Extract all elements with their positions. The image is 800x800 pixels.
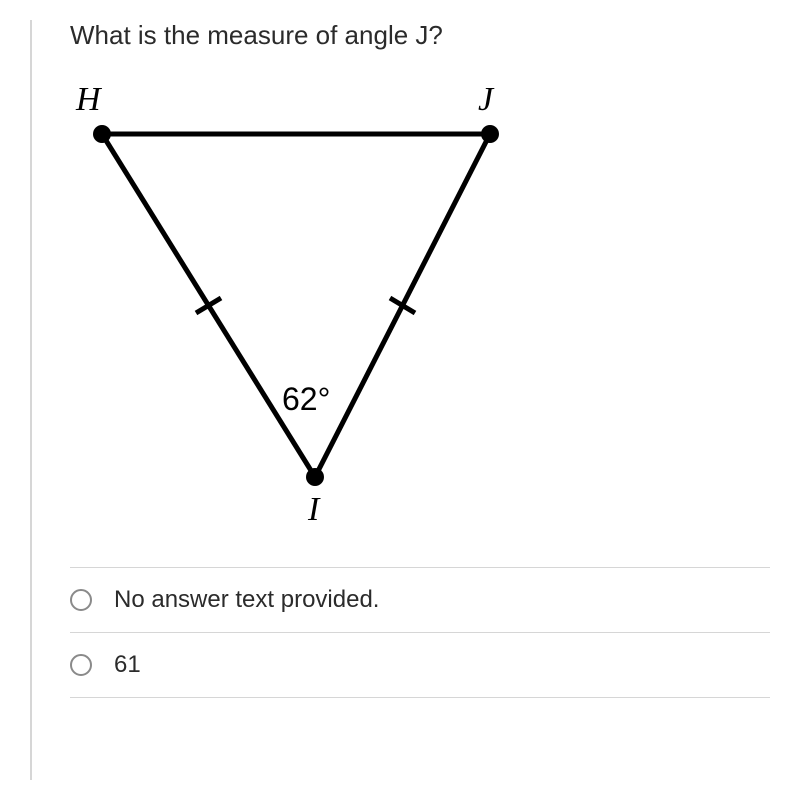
radio-icon bbox=[70, 654, 92, 676]
question-text: What is the measure of angle J? bbox=[70, 20, 770, 51]
vertex-I-dot bbox=[306, 468, 324, 486]
vertex-label-J: J bbox=[478, 81, 493, 119]
radio-icon bbox=[70, 589, 92, 611]
tick-HI bbox=[196, 298, 221, 313]
vertex-H-dot bbox=[93, 125, 111, 143]
answer-option-0[interactable]: No answer text provided. bbox=[70, 567, 770, 632]
answer-option-label: 61 bbox=[114, 651, 141, 679]
answer-option-1[interactable]: 61 bbox=[70, 632, 770, 698]
answer-option-label: No answer text provided. bbox=[114, 586, 379, 614]
vertex-label-I: I bbox=[308, 491, 319, 529]
triangle-diagram: H J I 62° bbox=[70, 79, 570, 549]
triangle-svg bbox=[70, 79, 570, 549]
vertex-label-H: H bbox=[76, 81, 101, 119]
angle-label-I: 62° bbox=[282, 381, 330, 418]
vertex-J-dot bbox=[481, 125, 499, 143]
content-container: What is the measure of angle J? H J I 62… bbox=[30, 20, 770, 780]
